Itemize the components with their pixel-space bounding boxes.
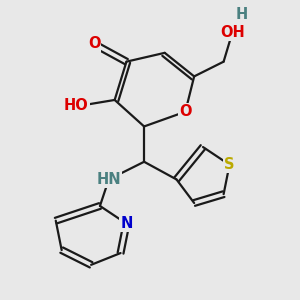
- Text: HO: HO: [64, 98, 89, 113]
- Text: S: S: [224, 157, 235, 172]
- Text: H: H: [235, 7, 248, 22]
- Text: O: O: [179, 104, 192, 119]
- Text: HN: HN: [97, 172, 121, 187]
- Text: OH: OH: [220, 25, 245, 40]
- Text: O: O: [88, 37, 100, 52]
- Text: N: N: [120, 216, 133, 231]
